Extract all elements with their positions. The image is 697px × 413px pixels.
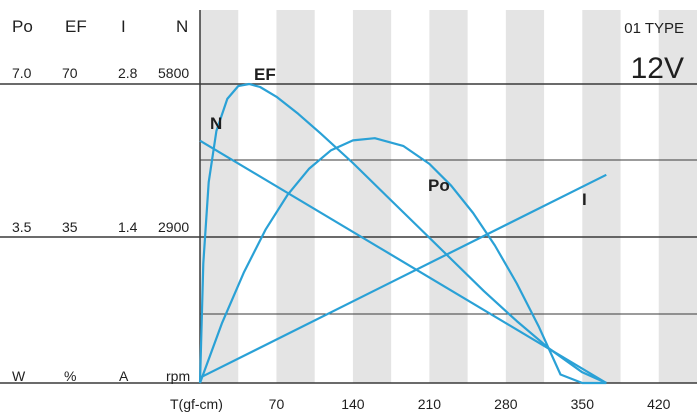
x-tick-label: 210 (418, 396, 442, 412)
tick-ef-max: 70 (62, 65, 78, 81)
axis-units: W % A rpm (12, 368, 190, 384)
x-ticks: 70 140 210 280 350 420 (269, 396, 671, 412)
tick-i-mid: 1.4 (118, 219, 138, 235)
series-i-line (199, 173, 607, 379)
series-n-line (199, 139, 607, 384)
grid-band (582, 10, 621, 383)
axis-ticks-mid: 3.5 35 1.4 2900 (12, 219, 189, 235)
grid-band (352, 10, 392, 383)
unit-po: W (12, 368, 26, 384)
grid-band (200, 10, 239, 383)
curve-labels: EF N Po I (210, 65, 587, 209)
axis-header-ef: EF (65, 17, 87, 36)
axis-ticks-top: 7.0 70 2.8 5800 (12, 65, 189, 81)
x-tick-label: 420 (647, 396, 671, 412)
tick-po-max: 7.0 (12, 65, 32, 81)
x-tick-label: 70 (269, 396, 285, 412)
axis-header-n: N (176, 17, 188, 36)
grid-bands (200, 10, 697, 383)
series-ef-line (198, 82, 607, 385)
curve-label-i: I (582, 190, 587, 209)
curve-label-n: N (210, 114, 222, 133)
tick-n-mid: 2900 (158, 219, 189, 235)
curves (198, 82, 607, 385)
unit-n: rpm (166, 368, 190, 384)
grid-lines (0, 10, 697, 384)
x-axis-label: T(gf-cm) (170, 396, 223, 412)
x-tick-label: 140 (341, 396, 365, 412)
unit-ef: % (64, 368, 76, 384)
tick-ef-mid: 35 (62, 219, 78, 235)
tick-n-max: 5800 (158, 65, 189, 81)
voltage-label: 12V (631, 52, 684, 85)
grid-band (429, 10, 468, 383)
tick-po-mid: 3.5 (12, 219, 32, 235)
type-label: 01 TYPE (624, 20, 684, 37)
series-po-line (198, 137, 607, 385)
grid-band (505, 10, 545, 383)
grid-band (658, 10, 697, 383)
x-tick-label: 350 (571, 396, 595, 412)
curve-label-po: Po (428, 176, 450, 195)
axis-header-po: Po (12, 17, 33, 36)
unit-i: A (119, 368, 129, 384)
x-tick-label: 280 (494, 396, 518, 412)
tick-i-max: 2.8 (118, 65, 138, 81)
curve-label-ef: EF (254, 65, 276, 84)
axis-headers: Po EF I N (12, 17, 188, 36)
axis-header-i: I (121, 17, 126, 36)
